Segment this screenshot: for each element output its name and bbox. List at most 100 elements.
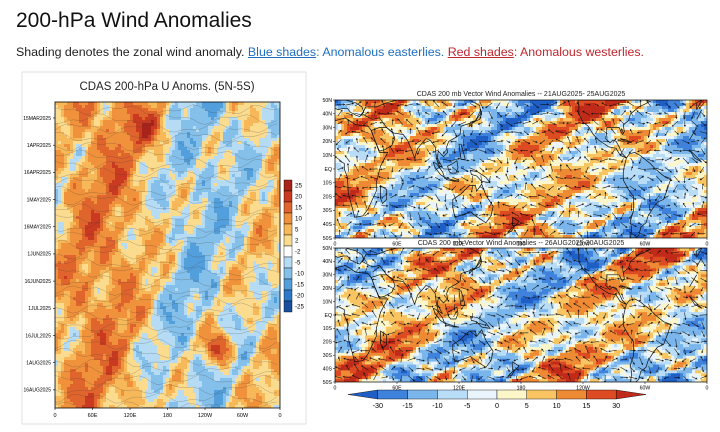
hovmoller-cell: [259, 216, 263, 220]
hovmoller-cell: [88, 216, 92, 220]
hovmoller-cell: [166, 228, 170, 232]
hovmoller-cell: [142, 210, 146, 214]
hovmoller-cell: [235, 141, 239, 145]
hovmoller-cell: [274, 138, 278, 142]
hovmoller-cell: [202, 177, 206, 181]
hovmoller-cell: [154, 201, 158, 205]
hovmoller-cell: [184, 267, 188, 271]
hovmoller-cell: [142, 147, 146, 151]
hovmoller-cell: [214, 195, 218, 199]
hovmoller-cell: [187, 138, 191, 142]
hovmoller-cell: [106, 189, 110, 193]
hovmoller-cell: [97, 294, 101, 298]
hovmoller-cell: [262, 276, 266, 280]
hovmoller-cell: [136, 144, 140, 148]
hovmoller-cell: [106, 249, 110, 253]
hovmoller-cell: [250, 264, 254, 268]
hovmoller-cell: [94, 156, 98, 160]
hovmoller-cell: [196, 264, 200, 268]
hovmoller-cell: [244, 195, 248, 199]
hovmoller-cell: [238, 156, 242, 160]
hovmoller-cell: [70, 138, 74, 142]
hovmoller-cell: [148, 294, 152, 298]
hovmoller-cell: [253, 270, 257, 274]
hovmoller-cell: [79, 141, 83, 145]
hovmoller-cell: [148, 243, 152, 247]
hovmoller-cell: [76, 171, 80, 175]
hovmoller-cell: [214, 144, 218, 148]
hovmoller-cell: [61, 222, 65, 226]
hovmoller-cell: [76, 222, 80, 226]
hovmoller-cell: [73, 105, 77, 109]
hovmoller-cell: [145, 276, 149, 280]
hovmoller-cell: [250, 234, 254, 238]
hovmoller-cell: [85, 255, 89, 259]
hovmoller-cell: [163, 150, 167, 154]
hovmoller-cell: [94, 300, 98, 304]
hovmoller-cell: [118, 180, 122, 184]
hovmoller-cell: [178, 150, 182, 154]
hovmoller-cell: [274, 150, 278, 154]
hovmoller-cell: [253, 267, 257, 271]
hovmoller-cell: [232, 105, 236, 109]
hovmoller-cell: [124, 129, 128, 133]
red-shades-link[interactable]: Red shades: [448, 45, 514, 59]
hovmoller-cell: [193, 189, 197, 193]
hovmoller-cell: [178, 177, 182, 181]
hovmoller-cell: [232, 144, 236, 148]
hovmoller-cell: [103, 261, 107, 265]
hovmoller-cell: [190, 282, 194, 286]
hovmoller-cell: [163, 219, 167, 223]
hovmoller-cell: [274, 267, 278, 271]
hovmoller-cell: [127, 282, 131, 286]
hovmoller-cell: [172, 120, 176, 124]
hovmoller-cell: [115, 183, 119, 187]
hovmoller-cell: [103, 231, 107, 235]
hovmoller-cell: [211, 183, 215, 187]
hovmoller-cell: [115, 264, 119, 268]
hovmoller-cell: [175, 207, 179, 211]
hovmoller-cell: [178, 213, 182, 217]
hovmoller-cell: [118, 279, 122, 283]
hovmoller-cell: [235, 195, 239, 199]
hovmoller-cell: [211, 264, 215, 268]
hovmoller-cell: [268, 141, 272, 145]
hovmoller-cell: [127, 228, 131, 232]
hovmoller-cell: [115, 171, 119, 175]
hovmoller-cell: [259, 285, 263, 289]
hovmoller-cell: [109, 186, 113, 190]
hovmoller-cell: [82, 120, 86, 124]
hovmoller-cell: [97, 252, 101, 256]
hovmoller-cell: [271, 105, 275, 109]
hovmoller-cell: [223, 249, 227, 253]
hovmoller-cell: [274, 171, 278, 175]
hovmoller-cell: [247, 255, 251, 259]
hovmoller-cell: [190, 162, 194, 166]
hovmoller-cell: [139, 273, 143, 277]
hovmoller-cell: [142, 198, 146, 202]
hovmoller-cell: [223, 219, 227, 223]
hovmoller-cell: [199, 195, 203, 199]
hovmoller-cell: [229, 231, 233, 235]
hovmoller-cell: [175, 180, 179, 184]
hovmoller-cell: [79, 177, 83, 181]
hovmoller-cell: [85, 138, 89, 142]
hovmoller-cell: [199, 258, 203, 262]
hovmoller-cell: [145, 138, 149, 142]
hovmoller-cell: [109, 285, 113, 289]
hovmoller-cell: [94, 234, 98, 238]
hovmoller-cell: [55, 270, 59, 274]
hovmoller-cell: [82, 165, 86, 169]
hovmoller-cell: [157, 180, 161, 184]
hovmoller-cell: [274, 291, 278, 295]
hovmoller-cell: [238, 279, 242, 283]
hovmoller-cell: [223, 216, 227, 220]
hovmoller-cell: [235, 258, 239, 262]
hovmoller-cell: [91, 246, 95, 250]
hovmoller-cell: [106, 132, 110, 136]
hovmoller-cell: [88, 291, 92, 295]
hovmoller-cell: [265, 240, 269, 244]
hovmoller-cell: [61, 171, 65, 175]
blue-shades-link[interactable]: Blue shades: [248, 45, 316, 59]
hovmoller-cell: [253, 246, 257, 250]
